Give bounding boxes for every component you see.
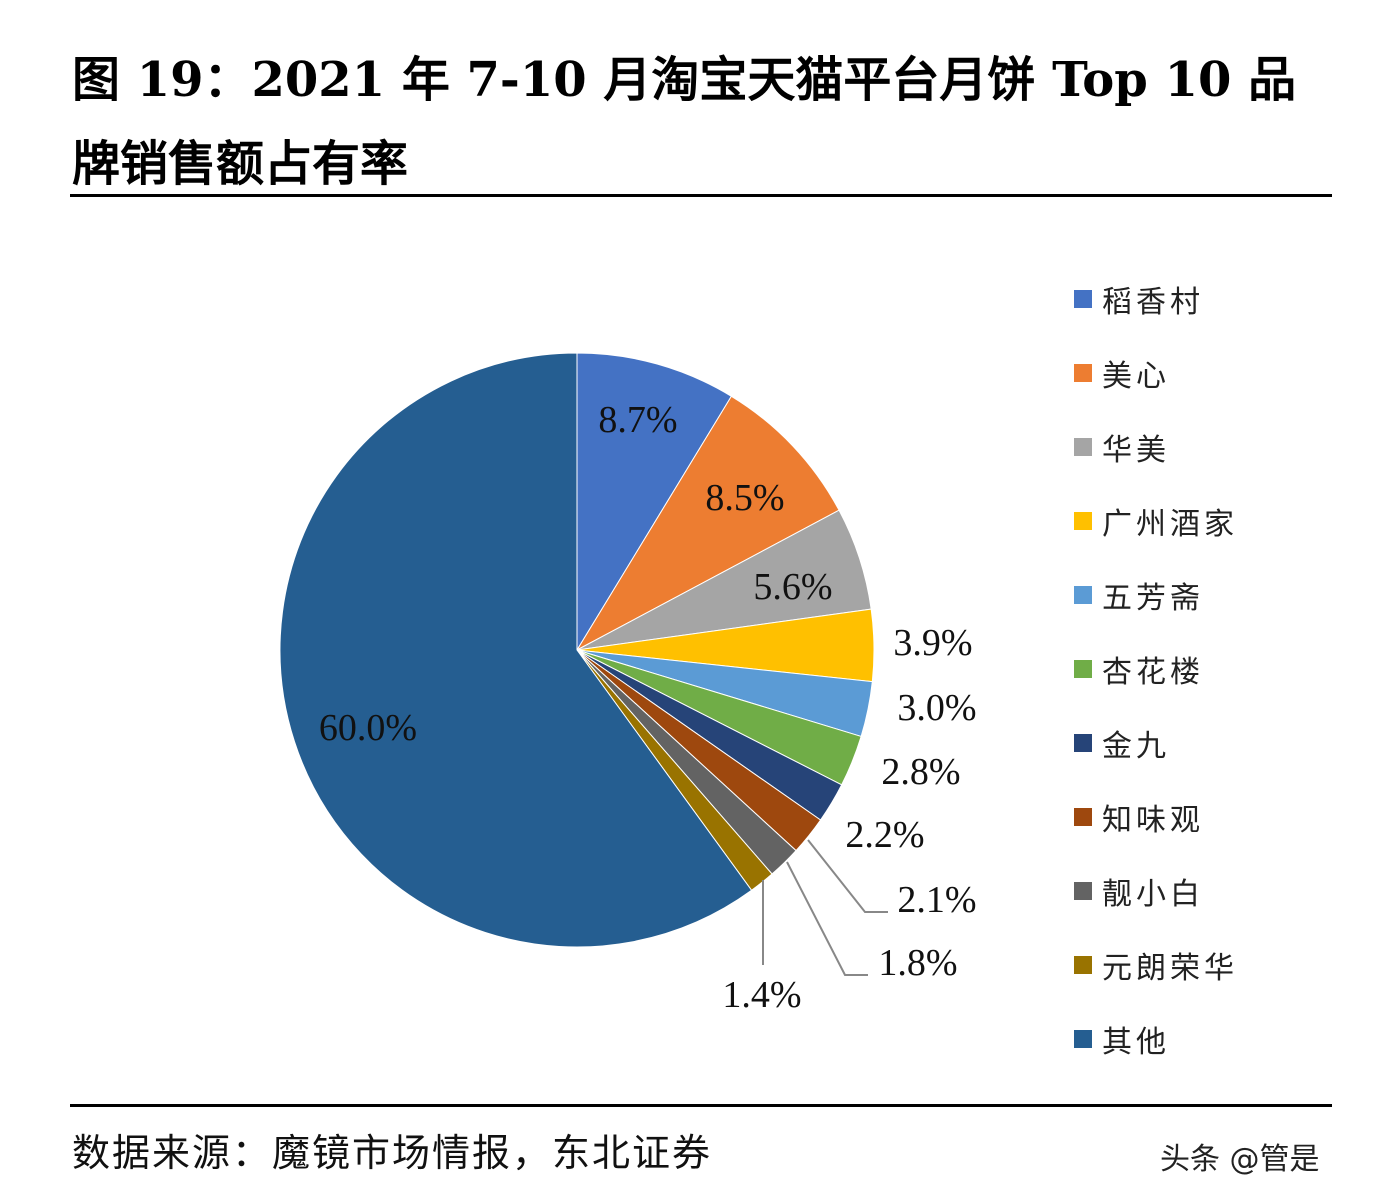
- pie-slice-11: [279, 352, 753, 948]
- data-label: 1.8%: [878, 942, 957, 984]
- legend-swatch: [1074, 290, 1092, 308]
- data-label: 8.5%: [705, 477, 784, 519]
- legend-item: 金九: [1074, 706, 1238, 780]
- legend-label: 华美: [1102, 433, 1170, 468]
- data-label: 3.9%: [893, 622, 972, 664]
- data-label: 8.7%: [598, 399, 677, 441]
- legend-swatch: [1074, 1030, 1092, 1048]
- leader-line: [807, 839, 888, 913]
- legend-label: 金九: [1102, 729, 1170, 764]
- data-label: 5.6%: [753, 566, 832, 608]
- source-rule: [70, 1104, 1332, 1107]
- legend-label: 元朗荣华: [1102, 951, 1238, 986]
- legend-item: 美心: [1074, 336, 1238, 410]
- legend-label: 杏花楼: [1102, 655, 1204, 690]
- legend-swatch: [1074, 438, 1092, 456]
- legend-label: 稻香村: [1102, 285, 1204, 320]
- legend-item: 华美: [1074, 410, 1238, 484]
- figure-title: 图 19：2021 年 7-10 月淘宝天猫平台月饼 Top 10 品牌销售额占…: [72, 52, 1297, 192]
- legend-item: 杏花楼: [1074, 632, 1238, 706]
- pie-slice-1: [576, 352, 733, 652]
- legend-label: 知味观: [1102, 803, 1204, 838]
- pie-slice-2: [575, 395, 840, 652]
- legend-label: 美心: [1102, 359, 1170, 394]
- data-label: 1.4%: [722, 974, 801, 1016]
- data-label: 60.0%: [319, 707, 417, 749]
- legend-swatch: [1074, 512, 1092, 530]
- leader-line: [786, 861, 868, 976]
- legend-item: 靓小白: [1074, 854, 1238, 928]
- legend-swatch: [1074, 956, 1092, 974]
- legend-swatch: [1074, 364, 1092, 382]
- data-label: 2.1%: [897, 879, 976, 921]
- legend-swatch: [1074, 882, 1092, 900]
- legend-item: 知味观: [1074, 780, 1238, 854]
- legend-label: 靓小白: [1102, 877, 1204, 912]
- legend-item: 其他: [1074, 1002, 1238, 1076]
- watermark: 头条 @管是: [1160, 1142, 1320, 1177]
- source-note: 数据来源：魔镜市场情报，东北证券: [72, 1131, 713, 1175]
- data-label: 2.2%: [845, 814, 924, 856]
- legend-item: 稻香村: [1074, 262, 1238, 336]
- data-label: 2.8%: [881, 751, 960, 793]
- data-label: 3.0%: [897, 687, 976, 729]
- legend-swatch: [1074, 586, 1092, 604]
- legend-swatch: [1074, 660, 1092, 678]
- legend-label: 五芳斋: [1102, 581, 1204, 616]
- legend-label: 广州酒家: [1102, 507, 1238, 542]
- legend-item: 广州酒家: [1074, 484, 1238, 558]
- legend-swatch: [1074, 734, 1092, 752]
- legend-item: 元朗荣华: [1074, 928, 1238, 1002]
- legend: 稻香村美心华美广州酒家五芳斋杏花楼金九知味观靓小白元朗荣华其他: [1074, 262, 1238, 1076]
- legend-swatch: [1074, 808, 1092, 826]
- title-rule: [70, 194, 1332, 197]
- legend-item: 五芳斋: [1074, 558, 1238, 632]
- legend-label: 其他: [1102, 1025, 1170, 1060]
